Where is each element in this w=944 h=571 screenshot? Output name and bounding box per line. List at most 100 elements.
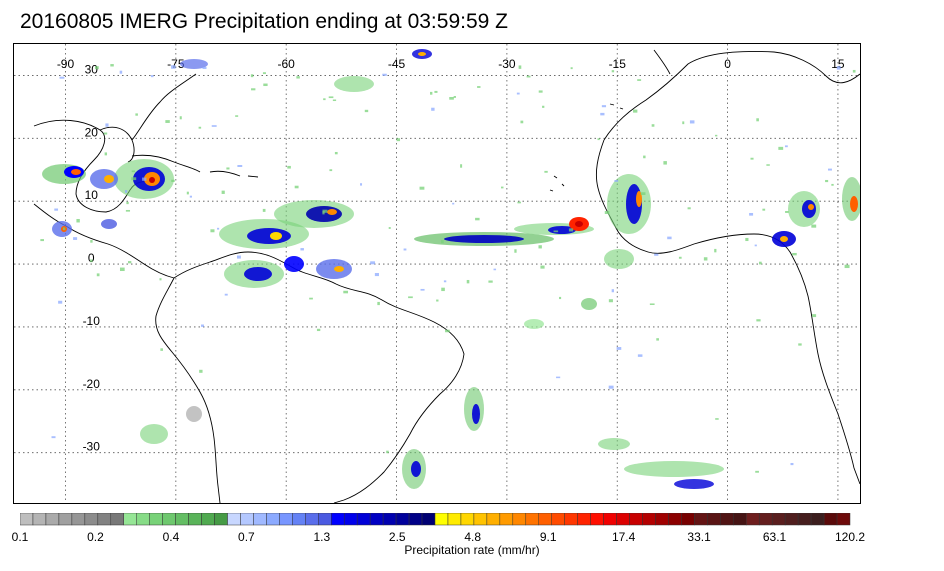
- colorbar-swatch: [784, 513, 799, 526]
- precip-cell: [140, 424, 168, 444]
- precip-cell: [575, 221, 583, 227]
- precip-speckle: [436, 299, 439, 302]
- colorbar-swatch: [694, 513, 708, 526]
- colorbar-swatch: [486, 513, 501, 526]
- precip-speckle: [323, 98, 326, 101]
- precip-speckle: [643, 155, 646, 159]
- precip-speckle: [714, 248, 717, 253]
- latitude-tick-label: -10: [83, 314, 101, 328]
- colorbar-swatch: [356, 513, 371, 526]
- precip-speckle: [199, 369, 203, 373]
- coastline-cuba: [131, 154, 201, 173]
- colorbar-swatch: [733, 513, 747, 526]
- colorbar-swatch: [771, 513, 786, 526]
- precip-speckle: [750, 157, 754, 160]
- precip-speckle: [377, 301, 380, 306]
- map-title: 20160805 IMERG Precipitation ending at 0…: [20, 10, 508, 33]
- colorbar-swatch: [421, 513, 436, 526]
- coastline-central-america: [33, 203, 175, 279]
- precip-speckle: [419, 186, 425, 190]
- precip-speckle: [540, 265, 545, 269]
- precip-speckle: [211, 125, 217, 127]
- precip-speckle: [59, 76, 65, 79]
- precip-speckle: [171, 65, 176, 69]
- precip-speckle: [322, 209, 328, 213]
- precip-speckle: [600, 112, 605, 116]
- precip-speckle: [640, 192, 646, 195]
- coastline-iberia: [653, 49, 671, 75]
- precip-speckle: [62, 227, 66, 231]
- precip-speckle: [104, 152, 108, 156]
- precip-cell: [674, 479, 714, 489]
- precip-speckle: [329, 169, 333, 172]
- colorbar-swatch: [499, 513, 514, 526]
- colorbar-swatch: [45, 513, 60, 526]
- precip-speckle: [778, 146, 784, 150]
- precip-cell: [780, 236, 788, 242]
- colorbar-swatch: [577, 513, 591, 526]
- precip-speckle: [131, 170, 136, 173]
- colorbar: [20, 513, 851, 526]
- precip-speckle: [441, 287, 445, 292]
- precip-speckle: [251, 88, 256, 91]
- colorbar-swatch: [395, 513, 410, 526]
- precip-cell: [244, 267, 272, 281]
- precip-speckle: [715, 418, 719, 420]
- precip-cell: [247, 228, 291, 244]
- precip-speckle: [827, 168, 832, 171]
- precip-speckle: [126, 201, 129, 205]
- longitude-tick-label: -30: [498, 57, 516, 71]
- colorbar-swatch: [149, 513, 163, 526]
- precip-speckle: [226, 167, 230, 170]
- precip-speckle: [784, 145, 788, 148]
- colorbar-swatch: [136, 513, 150, 526]
- precip-speckle: [189, 195, 192, 198]
- colorbar-swatch: [447, 513, 462, 526]
- precip-cell: [104, 175, 114, 183]
- colorbar-swatch: [758, 513, 773, 526]
- coastline-canary: [609, 103, 624, 110]
- precip-speckle: [125, 209, 131, 212]
- precip-speckle: [460, 164, 463, 168]
- precip-speckle: [296, 76, 300, 79]
- precip-speckle: [198, 126, 202, 129]
- precip-cell: [411, 461, 421, 477]
- precip-speckle: [51, 436, 56, 439]
- precip-speckle: [370, 261, 376, 265]
- colorbar-swatch: [343, 513, 358, 526]
- precip-speckle: [637, 354, 643, 357]
- colorbar-tick-label: 120.2: [834, 530, 866, 544]
- precip-speckle: [703, 257, 708, 261]
- precip-speckle: [430, 91, 433, 95]
- precip-speckle: [756, 319, 761, 322]
- precip-speckle: [553, 230, 559, 233]
- precip-speckle: [604, 211, 610, 215]
- precip-speckle: [105, 123, 109, 127]
- colorbar-swatch: [382, 513, 397, 526]
- precip-speckle: [441, 240, 444, 244]
- precip-cell: [334, 266, 344, 272]
- precip-speckle: [396, 138, 401, 142]
- precip-cell: [284, 256, 304, 272]
- precip-speckle: [431, 107, 435, 111]
- colorbar-swatch: [823, 513, 838, 526]
- precip-speckle: [836, 66, 841, 70]
- precip-speckle: [210, 229, 215, 233]
- longitude-tick-label: 0: [724, 57, 731, 71]
- colorbar-swatch: [655, 513, 669, 526]
- longitude-tick-label: -45: [388, 57, 406, 71]
- colorbar-swatch: [292, 513, 306, 526]
- colorbar-swatch: [707, 513, 721, 526]
- precipitation-map: -90 -75 -60 -45 -30 -15 0 15 30 20 10 0 -10 -20 -30: [13, 43, 861, 504]
- precip-speckle: [825, 179, 829, 183]
- precip-speckle: [237, 165, 243, 167]
- precip-speckle: [360, 183, 363, 186]
- precip-speckle: [556, 376, 561, 379]
- precip-speckle: [90, 240, 93, 243]
- precip-cell: [327, 209, 337, 215]
- colorbar-swatch: [97, 513, 112, 526]
- precip-speckle: [844, 264, 850, 269]
- precip-speckle: [343, 290, 349, 294]
- colorbar-tick-label: 0.7: [238, 530, 255, 544]
- precip-cell: [624, 461, 724, 477]
